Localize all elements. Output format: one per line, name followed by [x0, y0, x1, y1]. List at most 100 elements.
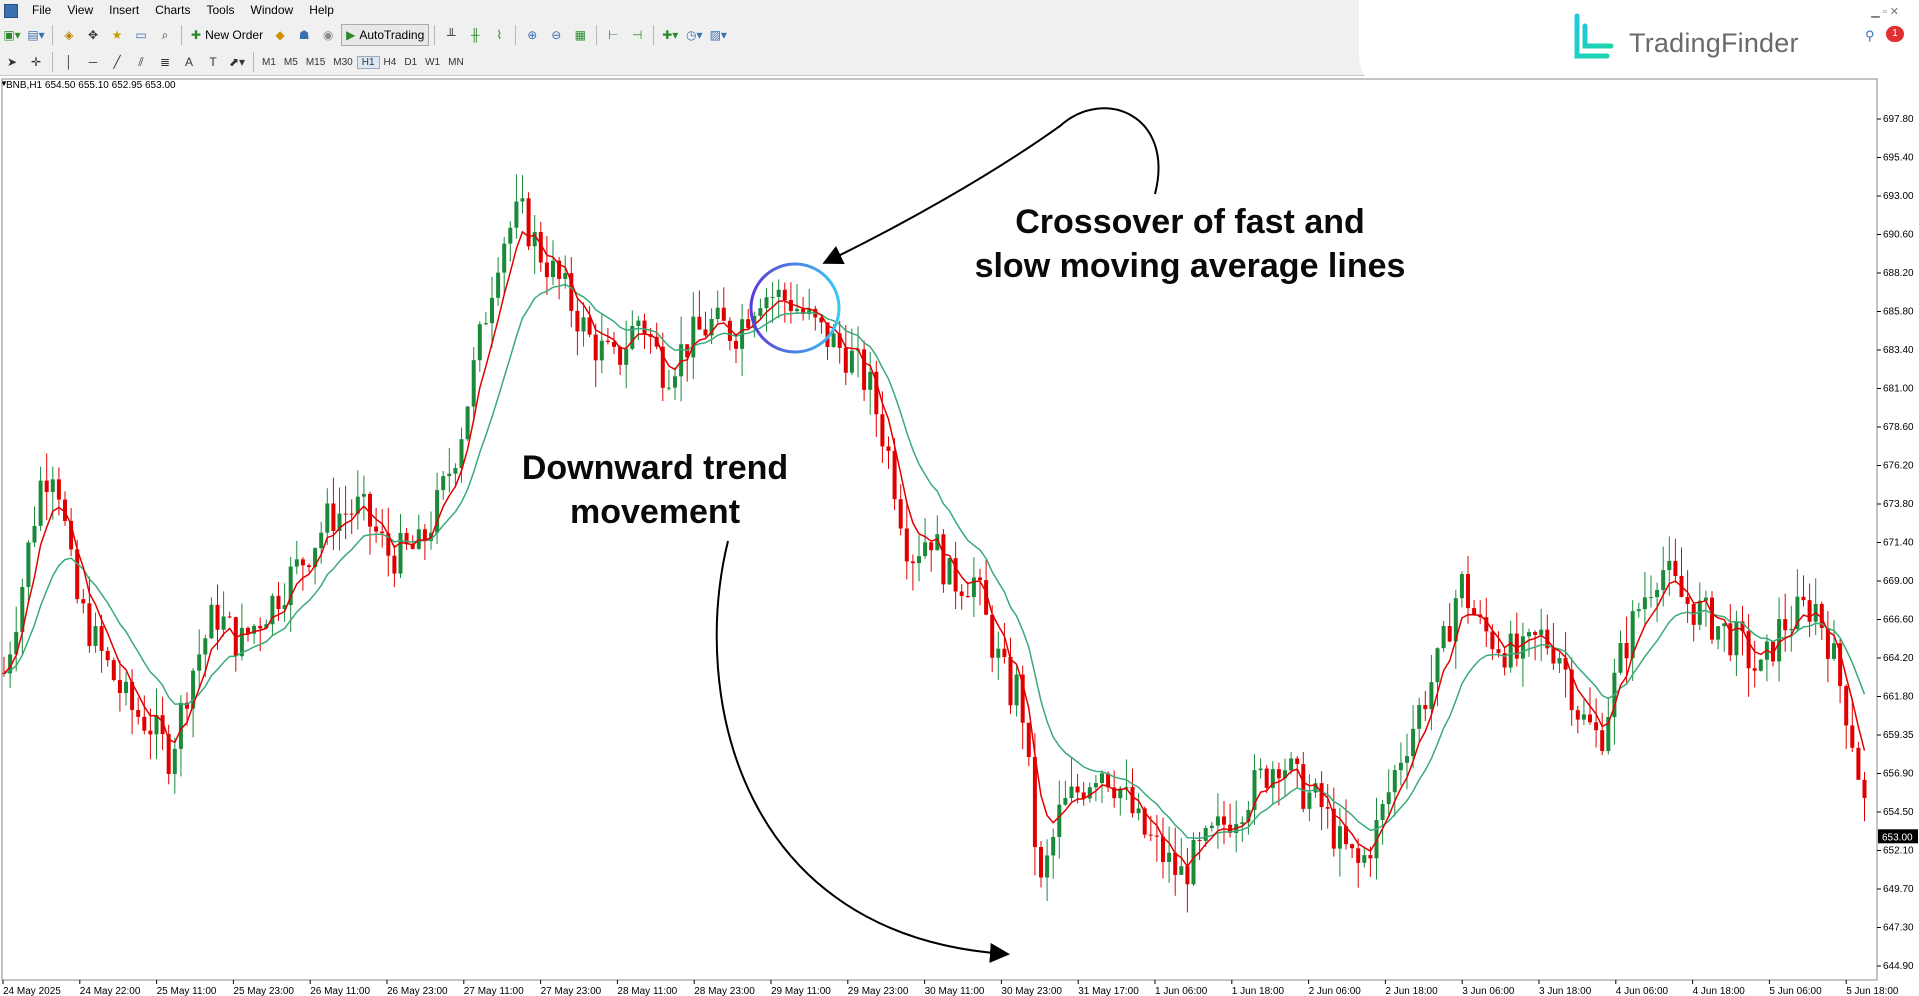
bearish-candle — [1563, 658, 1568, 670]
bullish-candle — [172, 748, 177, 774]
x-tick-label: 29 May 23:00 — [848, 986, 909, 996]
bullish-candle — [1398, 762, 1403, 771]
bearish-candle — [1173, 852, 1178, 875]
trendline-icon[interactable]: ╱ — [113, 55, 121, 69]
price-chart[interactable]: 697.80 695.40 693.00 690.60 688.20 685.80 683.… — [0, 76, 1919, 996]
menu-view[interactable]: View — [67, 3, 94, 17]
vps-icon[interactable]: ◉ — [322, 28, 334, 42]
bearish-candle — [1301, 764, 1306, 809]
bearish-candle — [1771, 641, 1775, 662]
timeframe-m30[interactable]: M30 — [333, 56, 353, 68]
bullish-candle — [1215, 816, 1220, 826]
cursor-icon[interactable]: ➤ — [6, 55, 18, 69]
x-tick-label: 3 Jun 18:00 — [1539, 986, 1592, 996]
new-order-button[interactable]: ✚ New Order — [191, 28, 264, 42]
bullish-candle — [1069, 786, 1074, 799]
bullish-candle — [435, 490, 440, 533]
window-controls[interactable]: ▁ ▫ ✕ — [1871, 6, 1899, 18]
terminal-icon[interactable]: ▭ — [135, 28, 147, 42]
bullish-candle — [1124, 786, 1129, 789]
bearish-candle — [374, 526, 379, 532]
profiles-icon[interactable]: ▤▾ — [27, 28, 45, 42]
bearish-candle — [990, 614, 995, 658]
timeframe-m1[interactable]: M1 — [262, 56, 276, 68]
bearish-candle — [1032, 757, 1037, 847]
horizontal-line-icon[interactable]: ─ — [88, 55, 98, 69]
arrows-icon[interactable]: ⬈▾ — [228, 55, 246, 69]
bearish-candle — [1447, 626, 1452, 642]
bearish-candle — [904, 528, 909, 562]
menu-help[interactable]: Help — [309, 3, 334, 17]
bearish-candle — [380, 531, 385, 534]
bar-chart-icon[interactable]: ╨ — [446, 28, 456, 42]
fibonacci-icon[interactable]: ≣ — [159, 55, 171, 69]
signals-icon[interactable]: ☗ — [298, 28, 310, 42]
bullish-candle — [1209, 825, 1214, 829]
crosshair-icon[interactable]: ✛ — [30, 55, 42, 69]
bullish-candle — [313, 548, 318, 568]
bearish-candle — [422, 529, 427, 541]
bullish-candle — [532, 231, 537, 247]
bearish-candle — [654, 336, 659, 347]
timeframe-m15[interactable]: M15 — [305, 56, 326, 68]
timeframe-mn[interactable]: MN — [448, 56, 464, 68]
vertical-line-icon[interactable]: │ — [65, 55, 73, 69]
y-tick-label: 661.80 — [1883, 692, 1914, 703]
text-label-icon[interactable]: T — [209, 55, 217, 69]
menu-charts[interactable]: Charts — [155, 3, 191, 17]
bullish-candle — [1789, 629, 1794, 631]
bearish-candle — [99, 626, 104, 651]
autoscroll-icon[interactable]: ⊣ — [632, 28, 643, 42]
timeframe-h1[interactable]: H1 — [356, 55, 380, 69]
chart-collapse-icon[interactable]: ▼ — [0, 79, 8, 88]
bullish-candle — [14, 631, 19, 655]
bullish-candle — [252, 625, 257, 634]
menu-insert[interactable]: Insert — [109, 3, 140, 17]
tester-icon[interactable]: ⌕ — [161, 27, 169, 42]
toolbar-separator — [434, 25, 436, 45]
indicators-icon[interactable]: ✚▾ — [662, 28, 679, 42]
bullish-candle — [624, 348, 629, 365]
data-window-icon[interactable]: ✥ — [87, 28, 99, 42]
bearish-candle — [660, 346, 665, 388]
bearish-candle — [63, 499, 67, 521]
bearish-candle — [1228, 824, 1233, 834]
periods-icon[interactable]: ◷▾ — [686, 28, 703, 42]
bearish-candle — [929, 542, 934, 551]
bearish-candle — [276, 595, 281, 610]
y-tick-label: 690.60 — [1883, 230, 1914, 241]
menu-tools[interactable]: Tools — [206, 3, 235, 17]
templates-icon[interactable]: ▨▾ — [709, 28, 727, 42]
navigator-icon[interactable]: ★ — [111, 28, 123, 42]
timeframe-d1[interactable]: D1 — [404, 56, 418, 68]
x-tick-label: 26 May 23:00 — [387, 986, 448, 996]
equidistant-channel-icon[interactable]: ⫽ — [138, 54, 144, 69]
y-tick-label: 671.40 — [1883, 538, 1914, 549]
menu-file[interactable]: File — [32, 3, 52, 17]
chart-shift-icon[interactable]: ⊢ — [608, 28, 619, 42]
market-watch-icon[interactable]: ◈ — [64, 28, 74, 42]
timeframe-w1[interactable]: W1 — [425, 56, 441, 68]
tile-windows-icon[interactable]: ▦ — [574, 28, 586, 42]
line-chart-icon[interactable]: ⌇ — [496, 28, 503, 42]
timeframe-h4[interactable]: H4 — [383, 56, 397, 68]
new-chart-icon[interactable]: ▣▾ — [3, 28, 21, 42]
zoom-out-icon[interactable]: ⊖ — [551, 28, 562, 42]
text-icon[interactable]: A — [184, 55, 193, 69]
candlestick-icon[interactable]: ╫ — [470, 28, 480, 42]
timeframe-m5[interactable]: M5 — [283, 56, 298, 68]
bearish-candle — [593, 334, 598, 361]
bullish-candle — [221, 616, 226, 630]
zoom-in-icon[interactable]: ⊕ — [527, 28, 538, 42]
bullish-candle — [1667, 560, 1672, 571]
notification-icon[interactable]: 1 — [1886, 26, 1904, 42]
toolbar-separator — [596, 25, 598, 45]
bullish-candle — [124, 681, 128, 694]
tradingfinder-logo-icon — [1574, 13, 1614, 59]
bullish-candle — [1057, 804, 1062, 837]
menu-window[interactable]: Window — [250, 3, 294, 17]
metaeditor-icon[interactable]: ◆ — [275, 28, 285, 42]
bearish-candle — [819, 317, 824, 323]
search-icon[interactable]: ⚲ — [1865, 28, 1875, 43]
autotrading-button[interactable]: ▶ AutoTrading — [341, 24, 430, 46]
